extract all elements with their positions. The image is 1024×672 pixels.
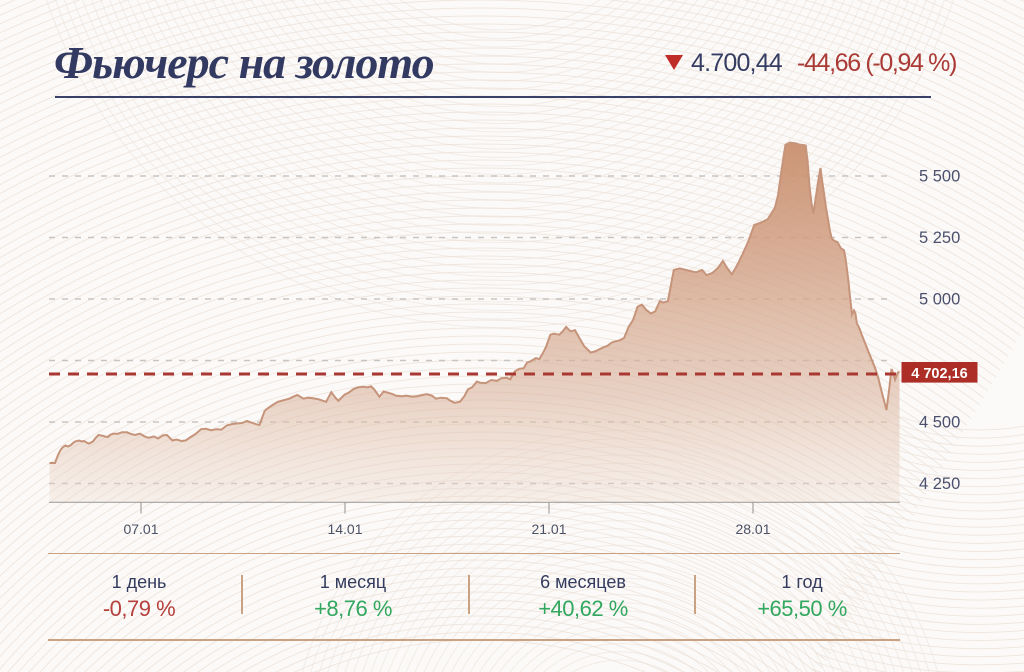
svg-text:07.01: 07.01 bbox=[123, 521, 158, 537]
svg-text:5 000: 5 000 bbox=[919, 291, 960, 309]
svg-text:14.01: 14.01 bbox=[327, 521, 362, 537]
svg-text:28.01: 28.01 bbox=[735, 521, 770, 537]
svg-text:21.01: 21.01 bbox=[531, 521, 566, 537]
svg-text:5 500: 5 500 bbox=[919, 168, 960, 186]
svg-text:4 702,16: 4 702,16 bbox=[911, 366, 967, 382]
svg-text:4 500: 4 500 bbox=[919, 414, 960, 432]
svg-text:4 250: 4 250 bbox=[919, 475, 960, 493]
svg-text:5 250: 5 250 bbox=[919, 229, 960, 247]
